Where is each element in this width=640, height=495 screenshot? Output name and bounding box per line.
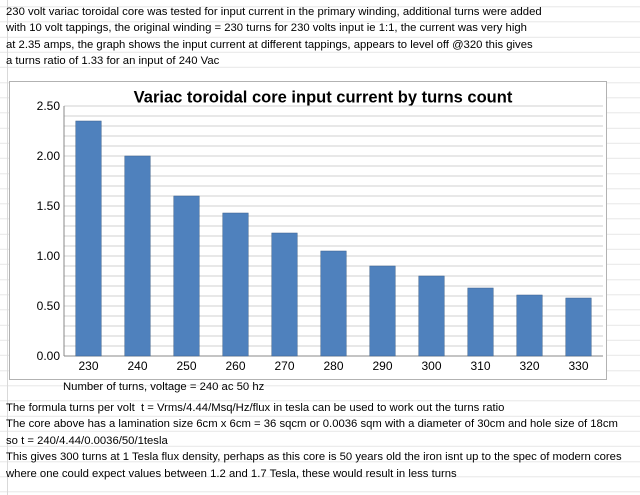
svg-text:330: 330 (568, 359, 588, 373)
svg-text:290: 290 (372, 359, 392, 373)
svg-text:1.50: 1.50 (37, 199, 61, 213)
svg-text:1.00: 1.00 (37, 249, 61, 263)
svg-text:0.50: 0.50 (37, 299, 61, 313)
svg-text:270: 270 (274, 359, 294, 373)
svg-text:2.50: 2.50 (37, 99, 61, 113)
svg-text:310: 310 (470, 359, 490, 373)
svg-text:2.00: 2.00 (37, 149, 61, 163)
svg-text:320: 320 (519, 359, 539, 373)
svg-text:230: 230 (78, 359, 98, 373)
svg-text:0.00: 0.00 (37, 349, 61, 363)
svg-text:260: 260 (225, 359, 245, 373)
svg-text:280: 280 (323, 359, 343, 373)
svg-text:250: 250 (176, 359, 196, 373)
svg-text:240: 240 (127, 359, 147, 373)
svg-text:Variac toroidal core input cur: Variac toroidal core input current by tu… (134, 89, 513, 107)
svg-text:300: 300 (421, 359, 441, 373)
